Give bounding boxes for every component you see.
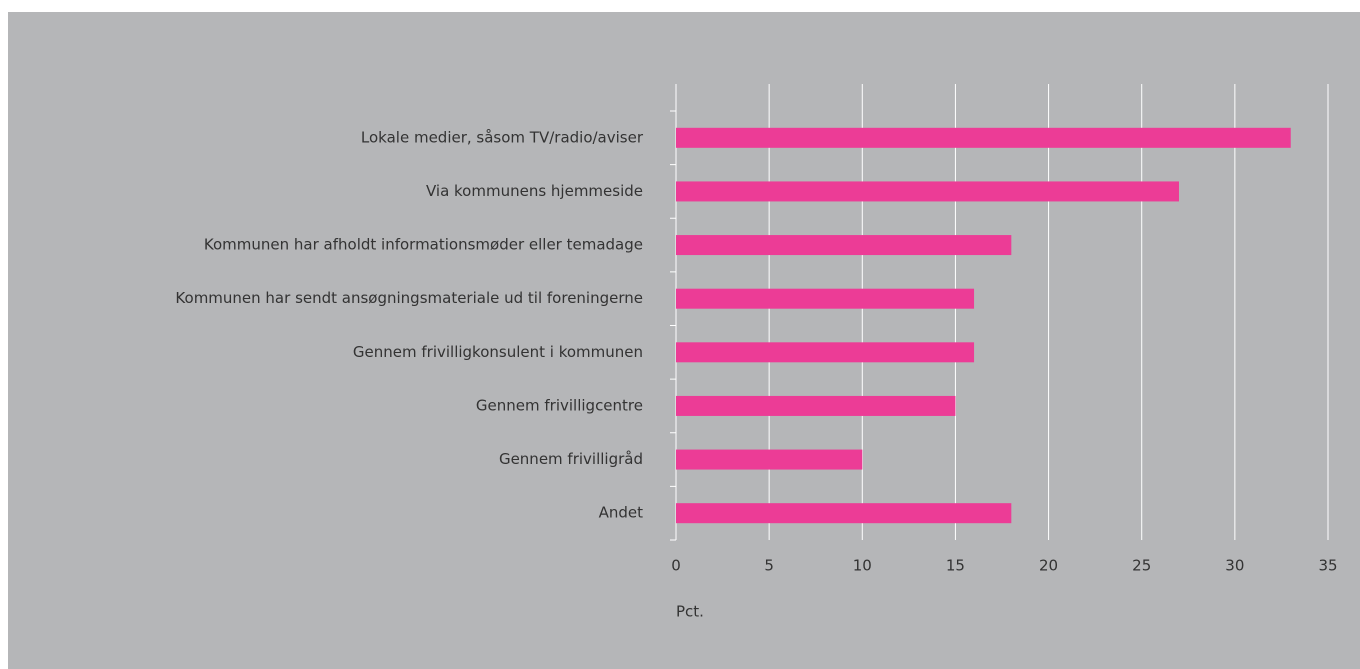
x-tick-label: 5 [764, 557, 774, 575]
bar [676, 235, 1012, 256]
x-tick-label: 25 [1132, 557, 1151, 575]
x-axis-label: Pct. [676, 603, 704, 621]
x-tick-label: 30 [1225, 557, 1244, 575]
x-tick-label: 10 [853, 557, 872, 575]
y-tick-label: Gennem frivilligcentre [476, 396, 643, 414]
bar [676, 449, 863, 470]
bar [676, 395, 956, 416]
x-tick-label: 35 [1318, 557, 1337, 575]
y-tick-label: Kommunen har sendt ansøgningsmateriale u… [175, 289, 643, 307]
bar [676, 127, 1291, 148]
background [8, 12, 1360, 669]
x-tick-label: 20 [1039, 557, 1058, 575]
y-tick-label: Via kommunens hjemmeside [426, 182, 643, 200]
bar [676, 342, 975, 363]
y-tick-label: Lokale medier, såsom TV/radio/aviser [361, 128, 644, 146]
y-tick-label: Gennem frivilligråd [499, 450, 643, 468]
x-tick-label: 0 [671, 557, 681, 575]
x-tick-label: 15 [946, 557, 965, 575]
bar [676, 503, 1012, 524]
y-tick-label: Gennem frivilligkonsulent i kommunen [353, 343, 643, 361]
y-tick-label: Andet [599, 504, 644, 522]
y-tick-label: Kommunen har afholdt informationsmøder e… [204, 236, 643, 254]
bar [676, 181, 1179, 202]
bar [676, 288, 975, 309]
